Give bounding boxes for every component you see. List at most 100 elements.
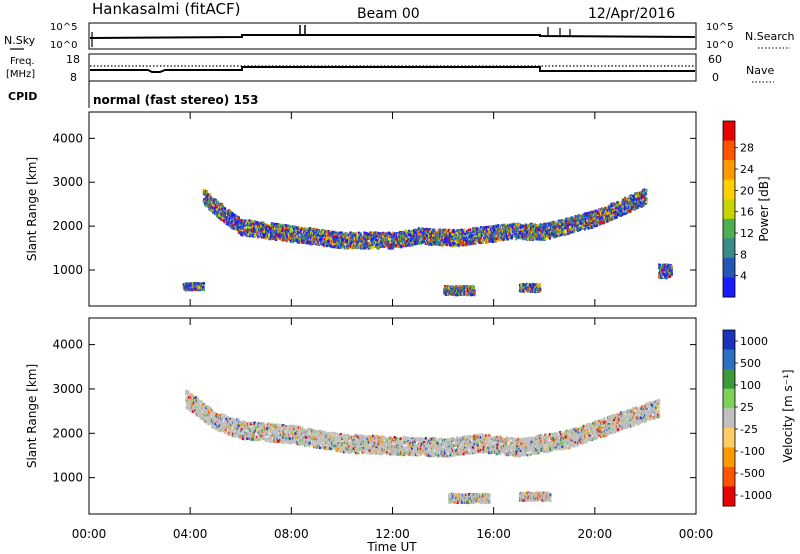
station-title: Hankasalmi (fitACF) (92, 0, 240, 18)
power-echo-cell (557, 224, 560, 228)
power-echo-cell (340, 231, 344, 235)
power-echo-cell (394, 237, 397, 241)
power-echo-cell (392, 233, 396, 236)
power-echo-cell (379, 245, 382, 249)
power-echo-cell (299, 229, 303, 232)
power-echo-cell (252, 226, 256, 229)
power-echo-cell (604, 206, 607, 210)
power-echo-cell (460, 237, 464, 241)
power-echo-cell (325, 236, 328, 240)
power-echo-cell (587, 227, 590, 230)
power-echo-cell (258, 226, 262, 230)
power-echo-cell (423, 237, 426, 241)
power-echo-cell (455, 234, 458, 237)
power-echo-cell (189, 282, 192, 286)
date-title: 12/Apr/2016 (588, 6, 675, 22)
power-echo-cell (603, 221, 606, 224)
power-echo-cell (490, 225, 493, 229)
power-echo-cell (556, 232, 559, 235)
power-echo-cell (335, 241, 338, 245)
power-echo-cell (347, 232, 350, 235)
power-echo-cell (620, 201, 623, 205)
power-echo-cell (376, 239, 379, 243)
power-echo-cell (408, 229, 411, 233)
power-echo-cell (451, 232, 454, 236)
power-echo-cell (452, 243, 455, 247)
power-echo-cell (391, 244, 395, 248)
power-echo-cell (331, 230, 334, 234)
power-echo-cell (381, 243, 384, 246)
power-echo-cell (340, 235, 344, 239)
power-echo-cell (326, 244, 329, 247)
power-echo-cell (260, 235, 263, 239)
power-echo-cell (393, 243, 396, 246)
power-echo-cell (565, 217, 568, 221)
power-echo-cell (280, 236, 283, 240)
power-echo-cell (278, 227, 281, 231)
power-echo-cell (539, 231, 542, 235)
power-echo-cell (352, 243, 356, 247)
power-echo-cell (284, 226, 287, 229)
power-echo-cell (387, 244, 390, 248)
power-echo-cell (418, 240, 421, 244)
power-echo-cell (243, 223, 246, 227)
power-echo-cell (219, 207, 222, 210)
power-echo-cell (293, 239, 297, 243)
power-echo-cell (473, 290, 476, 294)
power-echo-cell (405, 234, 408, 238)
power-echo-cell (411, 243, 414, 247)
power-echo-cell (553, 232, 557, 235)
power-echo-cell (508, 227, 511, 231)
power-echo-cell (241, 233, 244, 237)
power-echo-cell (532, 230, 535, 233)
power-echo-cell (301, 238, 304, 242)
power-echo-cell (372, 234, 375, 237)
power-echo-cell (586, 219, 590, 222)
power-echo-cell (548, 234, 551, 237)
power-echo-cell (421, 240, 424, 244)
power-echo-cell (304, 227, 307, 231)
power-echo-cell (611, 204, 614, 208)
power-echo-cell (490, 236, 493, 239)
power-echo-cell (221, 205, 224, 208)
power-echo-cell (380, 238, 383, 242)
power-echo-cell (478, 237, 481, 241)
power-echo-cell (387, 237, 390, 241)
power-echo-cell (522, 237, 525, 241)
power-echo-cell (529, 283, 532, 287)
power-echo-cell (260, 222, 263, 225)
power-echo-cell (458, 228, 461, 232)
power-echo-cell (446, 290, 449, 294)
power-echo-cell (591, 215, 594, 218)
power-echo-cell (249, 231, 252, 235)
power-echo-cell (247, 219, 250, 222)
power-echo-cell (251, 229, 254, 233)
power-echo-cell (354, 244, 357, 247)
power-echo-cell (263, 234, 266, 237)
power-echo-cell (636, 206, 639, 209)
power-echo-cell (461, 292, 464, 295)
power-echo-cell (527, 289, 531, 293)
power-echo-cell (364, 242, 367, 245)
power-echo-cell (496, 230, 499, 233)
power-echo-cell (279, 231, 282, 235)
power-echo-cell (327, 240, 331, 244)
power-echo-cell (277, 230, 280, 234)
power-echo-cell (429, 235, 432, 239)
power-echo-cell (458, 235, 461, 239)
power-echo-cell (404, 229, 407, 233)
power-echo-cell (487, 227, 490, 231)
power-echo-cell (610, 202, 613, 206)
power-echo-cell (482, 233, 485, 236)
power-echo-cell (243, 226, 246, 230)
power-echo-cell (215, 203, 218, 207)
power-echo-cell (524, 283, 527, 287)
power-echo-cell (382, 233, 385, 236)
power-echo-cell (398, 235, 401, 239)
power-echo-cell (591, 218, 594, 222)
power-echo-cell (637, 191, 640, 195)
power-echo-cell (295, 236, 298, 240)
noise-panel-frame (88, 22, 697, 50)
power-echo-cell (236, 220, 240, 224)
